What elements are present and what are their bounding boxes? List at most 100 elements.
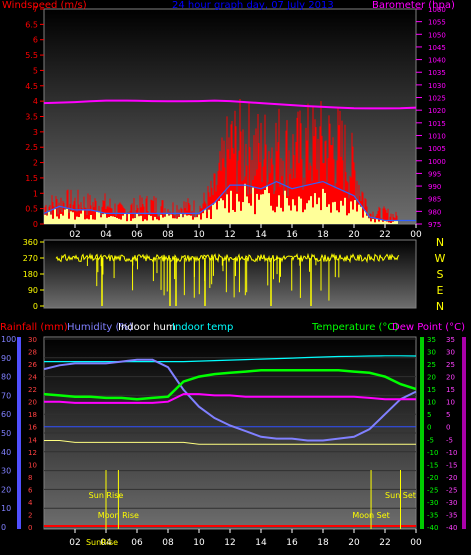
temperature-y-tick: 10 <box>427 399 436 407</box>
humidity-y-tick: 20 <box>1 485 11 494</box>
wind-x-tick: 00 <box>410 230 422 240</box>
rain-y-tick: 26 <box>28 361 37 369</box>
humidity-y-tick: 60 <box>1 410 11 419</box>
wind-y-tick: 6 <box>33 36 38 45</box>
rain-y-tick: 4 <box>28 499 33 507</box>
temp-x-tick: 10 <box>193 538 205 548</box>
baro-y-tick: 1025 <box>428 95 446 103</box>
event-label: Moon Rise <box>98 511 139 520</box>
dewpoint-y-tick: -15 <box>446 461 457 469</box>
wind-chart: 0 0.5 1 1.5 2 2.5 3 3.5 4 4.5 5 5.5 6 6.5 7 975 980 985 99… <box>25 5 446 240</box>
humidity-y-tick: 100 <box>1 335 16 344</box>
rainfall-title: Rainfall (mm) <box>0 322 68 333</box>
dewpoint-y-tick: 20 <box>446 374 455 382</box>
compass-label: E <box>437 284 444 297</box>
humidity-title: Humidity (%) <box>67 322 133 333</box>
humidity-y-tick: 70 <box>1 391 11 400</box>
wind-x-tick: 02 <box>69 230 80 240</box>
dir-y-tick: 180 <box>23 270 38 279</box>
temp-x-tick: 08 <box>162 538 174 548</box>
direction-panel <box>43 239 417 309</box>
rain-y-tick: 2 <box>28 511 32 519</box>
rain-y-tick: 8 <box>28 474 32 482</box>
baro-y-tick: 1030 <box>428 82 446 90</box>
baro-y-tick: 1055 <box>428 19 446 27</box>
wind-y-tick: 3.5 <box>25 113 38 122</box>
temp-x-tick: 04 <box>100 538 112 548</box>
baro-y-tick: 1010 <box>428 132 446 140</box>
rain-y-tick: 0 <box>28 524 32 532</box>
temperature-y-tick: -20 <box>427 474 438 482</box>
temp-x-tick: 00 <box>410 538 422 548</box>
dewpoint-y-tick: -10 <box>446 449 457 457</box>
wind-y-tick: 7 <box>33 5 38 14</box>
humidity-y-tick: 10 <box>1 504 11 513</box>
dewpoint-y-tick: 25 <box>446 361 455 369</box>
dewpoint-y-tick: -5 <box>446 436 453 444</box>
baro-y-tick: 1050 <box>428 31 446 39</box>
baro-y-tick: 990 <box>428 183 441 191</box>
dewpoint-y-tick: 35 <box>446 336 455 344</box>
temperature-y-tick: 35 <box>427 336 436 344</box>
wind-x-tick: 04 <box>100 230 112 240</box>
rain-y-tick: 6 <box>28 486 33 494</box>
rain-y-tick: 10 <box>28 461 37 469</box>
dewpoint-y-tick: -20 <box>446 474 457 482</box>
wind-average-line <box>43 180 416 222</box>
temp-x-tick: 02 <box>69 538 80 548</box>
wind-x-tick: 20 <box>348 230 360 240</box>
humidity-y-tick: 0 <box>1 523 6 532</box>
temp-x-tick: 16 <box>286 538 298 548</box>
baro-y-tick: 1060 <box>428 6 446 14</box>
dewpoint-line <box>44 393 416 404</box>
barometer-title: Barometer (hpa) <box>372 0 455 11</box>
wind-x-tick: 08 <box>162 230 174 240</box>
humidity-y-tick: 30 <box>1 467 11 476</box>
baro-y-tick: 975 <box>428 221 441 229</box>
temperature-y-tick: 0 <box>427 424 431 432</box>
indoor-temp-title: Indoor temp <box>172 322 233 333</box>
wind-y-tick: 0 <box>33 220 38 229</box>
baro-y-tick: 1045 <box>428 44 446 52</box>
wind-x-tick: 06 <box>131 230 143 240</box>
wind-y-tick: 4.5 <box>25 82 38 91</box>
wind-y-tick: 1 <box>33 189 38 198</box>
dewpoint-y-tick: -25 <box>446 486 457 494</box>
temperature-y-tick: -25 <box>427 486 438 494</box>
wind-y-tick: 5.5 <box>25 51 38 60</box>
compass-label: N <box>436 236 444 249</box>
event-label: Moon Set <box>352 511 389 520</box>
compass-label: N <box>436 300 444 313</box>
humidity-y-tick: 90 <box>1 354 11 363</box>
wind-y-tick: 2.5 <box>25 143 38 152</box>
dewpoint-axis-bar <box>462 337 466 529</box>
wind-y-tick: 1.5 <box>25 174 38 183</box>
temperature-y-tick: -40 <box>427 524 438 532</box>
wind-x-tick: 18 <box>317 230 329 240</box>
rain-y-tick: 14 <box>28 436 37 444</box>
dir-y-tick: 360 <box>23 238 38 247</box>
wind-x-tick: 12 <box>224 230 235 240</box>
dewpoint-y-tick: 0 <box>446 424 450 432</box>
rain-y-tick: 22 <box>28 386 37 394</box>
baro-y-tick: 1000 <box>428 158 446 166</box>
temperature-chart: 0102030405060708090100024681012141618202… <box>1 335 466 548</box>
barometer-line <box>43 99 417 110</box>
humidity-y-tick: 50 <box>1 429 11 438</box>
temp-x-tick: 18 <box>317 538 329 548</box>
chart-title: 24 hour graph day, 07 July 2013 <box>172 0 334 11</box>
dewpoint-y-tick: -35 <box>446 511 457 519</box>
rain-y-tick: 20 <box>28 399 37 407</box>
temperature-y-tick: -15 <box>427 461 438 469</box>
baro-y-tick: 985 <box>428 196 441 204</box>
wind-x-tick: 16 <box>286 230 298 240</box>
indoor-temp-line <box>44 355 417 363</box>
compass-label: S <box>437 268 444 281</box>
wind-x-tick: 10 <box>193 230 205 240</box>
dewpoint-title: Dew Point (°C) <box>392 322 465 333</box>
baro-y-tick: 1015 <box>428 120 446 128</box>
temp-x-tick: 14 <box>255 538 267 548</box>
